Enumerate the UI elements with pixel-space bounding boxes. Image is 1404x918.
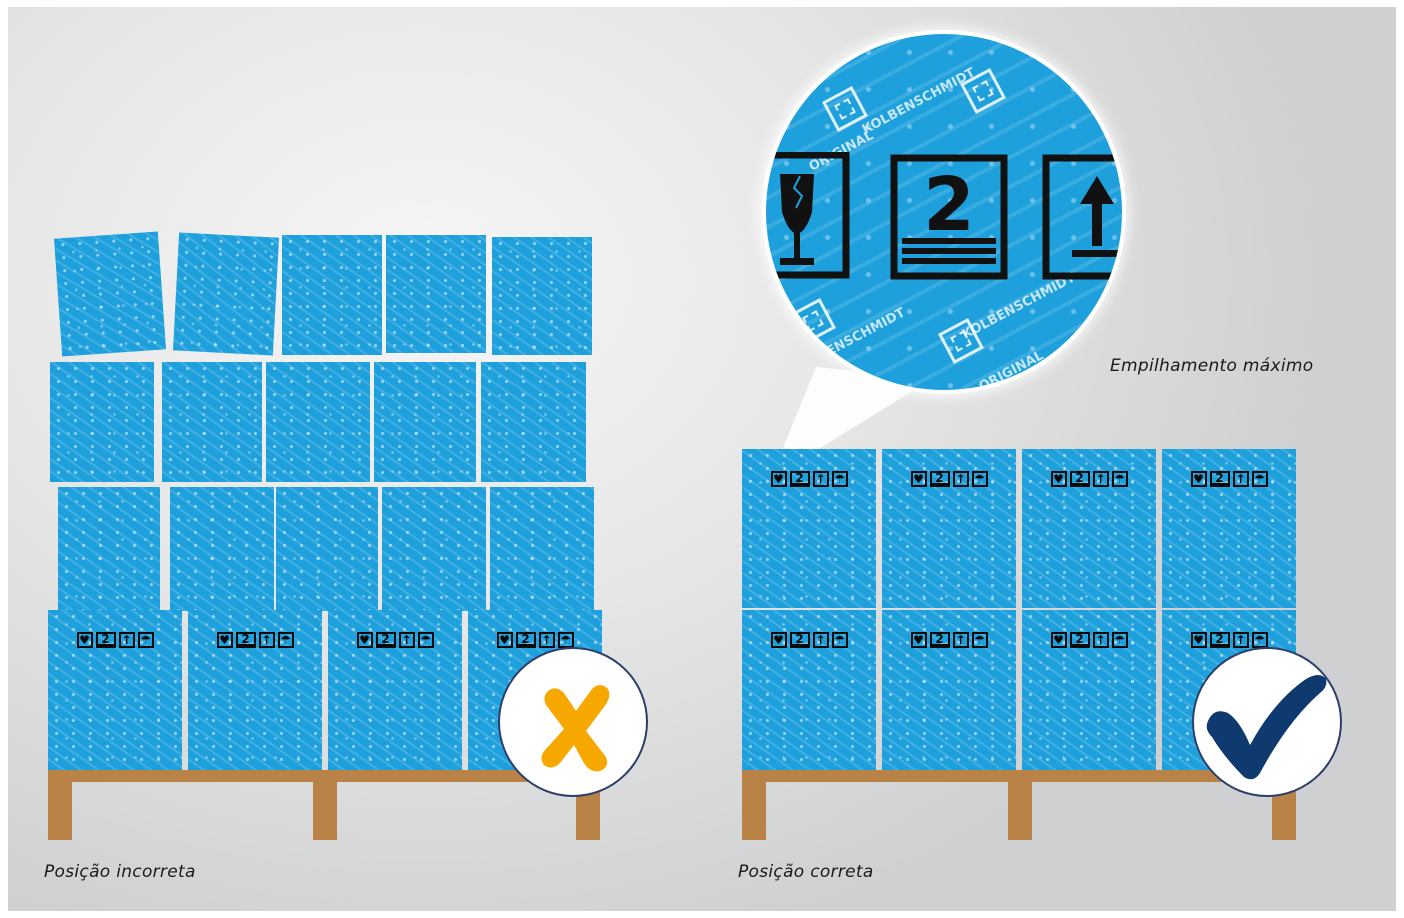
stack-limit-2-icon: 2 [890, 154, 1008, 280]
this-way-up-icon: ↑ [258, 632, 275, 648]
box [266, 362, 370, 482]
this-way-up-icon: ↑ [538, 632, 555, 648]
fragile-glass-icon: ♥ [910, 471, 927, 487]
check-mark-icon [1206, 675, 1327, 780]
correct-badge [1192, 647, 1342, 797]
stack-limit-2-icon: 2 [515, 632, 536, 648]
this-way-up-icon: ↑ [812, 632, 829, 648]
pallet-right [742, 770, 1296, 840]
labeled-box: ♥ 2 ↑ ☂ [882, 449, 1016, 608]
keep-dry-umbrella-icon: ☂ [1251, 471, 1268, 487]
stack-limit-2-icon: 2 [789, 632, 810, 648]
box [162, 362, 262, 482]
stack-limit-2-icon: 2 [1209, 632, 1230, 648]
fragile-glass-icon: ♥ [1190, 632, 1207, 648]
fragile-glass-icon: ♥ [356, 632, 373, 648]
keep-dry-umbrella-icon: ☂ [971, 632, 988, 648]
this-way-up-icon: ↑ [118, 632, 135, 648]
labeled-box: ♥ 2 ↑ ☂ [1022, 610, 1156, 770]
keep-dry-umbrella-icon: ☂ [971, 471, 988, 487]
keep-dry-umbrella-icon: ☂ [277, 632, 294, 648]
stack-limit-2-icon: 2 [375, 632, 396, 648]
keep-dry-umbrella-icon: ☂ [1251, 632, 1268, 648]
this-way-up-icon: ↑ [1232, 632, 1249, 648]
labeled-box: ♥ 2 ↑ ☂ [742, 610, 876, 770]
labeled-box: ♥ 2 ↑ ☂ [882, 610, 1016, 770]
pallet-left [48, 770, 600, 840]
box [50, 362, 154, 482]
keep-dry-umbrella-icon: ☂ [831, 471, 848, 487]
fragile-glass-icon: ♥ [1050, 632, 1067, 648]
caption-incorrect: Posição incorreta [44, 862, 196, 882]
keep-dry-umbrella-icon: ☂ [1111, 471, 1128, 487]
caption-correct: Posição correta [738, 862, 874, 882]
box [276, 487, 378, 611]
this-way-up-icon: ↑ [1092, 471, 1109, 487]
incorrect-badge [498, 647, 648, 797]
box [490, 487, 594, 611]
this-way-up-icon: ↑ [1092, 632, 1109, 648]
stack-limit-2-icon: 2 [929, 471, 950, 487]
box [386, 235, 486, 353]
box [374, 362, 476, 482]
this-way-up-icon: ↑ [398, 632, 415, 648]
fragile-glass-icon: ♥ [1190, 471, 1207, 487]
fragile-glass-icon [766, 152, 850, 279]
stack-limit-number: 2 [923, 162, 975, 248]
box [282, 235, 382, 355]
fragile-glass-icon: ♥ [216, 632, 233, 648]
labeled-box: ♥ 2 ↑ ☂ [188, 610, 322, 770]
this-way-up-icon [1042, 154, 1122, 280]
stack-limit-2-icon: 2 [1209, 471, 1230, 487]
fragile-glass-icon: ♥ [910, 632, 927, 648]
fragile-glass-icon: ♥ [1050, 471, 1067, 487]
fragile-glass-icon: ♥ [76, 632, 93, 648]
labeled-box: ♥ 2 ↑ ☂ [1022, 449, 1156, 608]
stack-limit-2-icon: 2 [95, 632, 116, 648]
box [492, 237, 592, 355]
keep-dry-umbrella-icon: ☂ [831, 632, 848, 648]
stack-limit-2-icon: 2 [235, 632, 256, 648]
this-way-up-icon: ↑ [1232, 471, 1249, 487]
stack-limit-2-icon: 2 [1069, 632, 1090, 648]
caption-zoom: Empilhamento máximo [1110, 356, 1314, 376]
box [481, 362, 586, 482]
diagram-canvas: KOLBENSCHMIDT ORIGINAL KOLBENSCHMIDT KOL… [8, 7, 1396, 911]
fragile-glass-icon: ♥ [770, 471, 787, 487]
x-mark-icon [541, 685, 610, 772]
zoom-magnifier: KOLBENSCHMIDT ORIGINAL KOLBENSCHMIDT KOL… [766, 34, 1122, 390]
stack-limit-2-icon: 2 [1069, 471, 1090, 487]
zoom-callout-beam [780, 367, 932, 463]
this-way-up-icon: ↑ [812, 471, 829, 487]
box [382, 487, 486, 611]
this-way-up-icon: ↑ [952, 471, 969, 487]
labeled-box: ♥ 2 ↑ ☂ [48, 610, 182, 770]
fragile-glass-icon: ♥ [496, 632, 513, 648]
fragile-glass-icon: ♥ [770, 632, 787, 648]
labeled-box: ♥ 2 ↑ ☂ [1162, 449, 1296, 608]
box [170, 487, 274, 611]
stack-limit-2-icon: 2 [789, 471, 810, 487]
box [58, 487, 160, 611]
this-way-up-icon: ↑ [952, 632, 969, 648]
keep-dry-umbrella-icon: ☂ [417, 632, 434, 648]
keep-dry-umbrella-icon: ☂ [137, 632, 154, 648]
labeled-box: ♥ 2 ↑ ☂ [742, 449, 876, 608]
stack-limit-2-icon: 2 [929, 632, 950, 648]
keep-dry-umbrella-icon: ☂ [1111, 632, 1128, 648]
labeled-box: ♥ 2 ↑ ☂ [328, 610, 462, 770]
